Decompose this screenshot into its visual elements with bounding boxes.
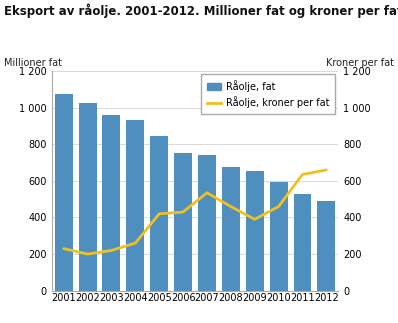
Bar [150,136,168,291]
Bar [174,152,192,291]
Legend: Råolje, fat, Råolje, kroner per fat: Råolje, fat, Råolje, kroner per fat [201,74,336,114]
Bar [222,167,240,291]
Text: Eksport av råolje. 2001-2012. Millioner fat og kroner per fat: Eksport av råolje. 2001-2012. Millioner … [4,3,398,18]
Bar [103,115,120,291]
Bar [318,201,335,291]
Bar [55,94,73,291]
Bar [270,182,287,291]
Text: Kroner per fat: Kroner per fat [326,58,394,68]
Text: Millioner fat: Millioner fat [4,58,62,68]
Bar [198,155,216,291]
Bar [293,194,311,291]
Bar [246,171,264,291]
Bar [79,103,96,291]
Bar [127,120,144,291]
